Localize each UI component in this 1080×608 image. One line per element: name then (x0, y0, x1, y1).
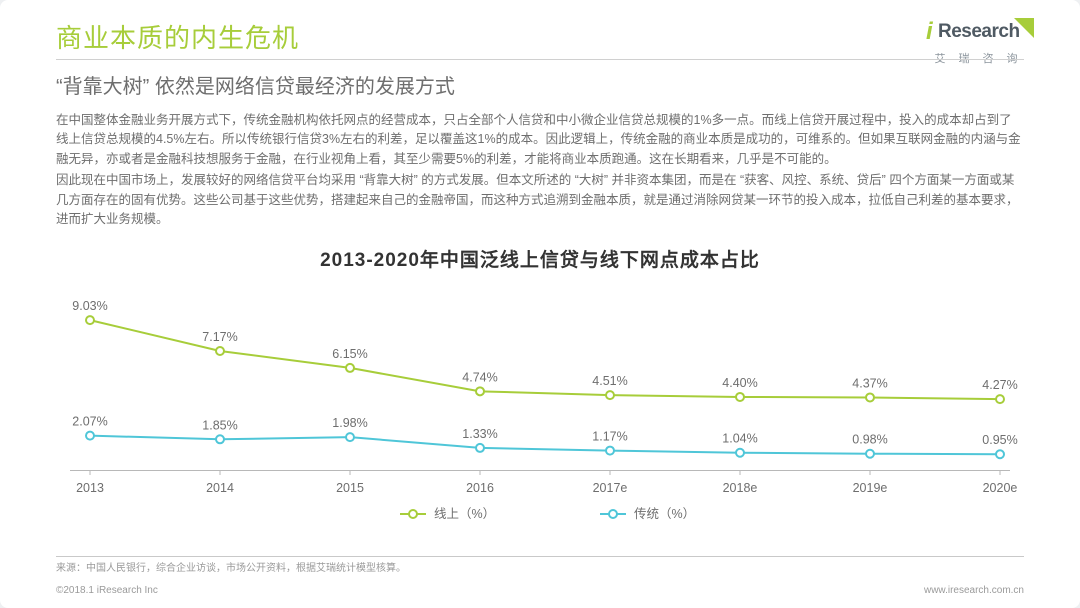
svg-text:4.37%: 4.37% (852, 377, 887, 391)
slide: i Research 艾瑞咨询 商业本质的内生危机 “背靠大树” 依然是网络信贷… (0, 0, 1080, 608)
chart: 2013 2014 2015 2016 2017e 2018e 2019e 2020e 9.03… (55, 282, 1025, 522)
svg-text:0.95%: 0.95% (982, 433, 1017, 447)
svg-text:9.03%: 9.03% (72, 299, 107, 313)
svg-text:2.07%: 2.07% (72, 415, 107, 429)
paragraph-1: 在中国整体金融业务开展方式下，传统金融机构依托网点的经营成本，只占全部个人信贷和… (56, 111, 1024, 169)
title-divider (56, 59, 1024, 60)
svg-text:6.15%: 6.15% (332, 347, 367, 361)
svg-text:传统（%）: 传统（%） (634, 506, 695, 521)
subtitle: “背靠大树” 依然是网络信贷最经济的发展方式 (56, 70, 1024, 99)
paragraph-2: 因此现在中国市场上，发展较好的网络信贷平台均采用 “背靠大树” 的方式发展。但本… (56, 171, 1024, 229)
svg-text:1.17%: 1.17% (592, 430, 627, 444)
svg-text:4.51%: 4.51% (592, 374, 627, 388)
footer-url: www.iresearch.com.cn (924, 585, 1024, 596)
svg-text:2019e: 2019e (853, 481, 888, 495)
svg-text:4.74%: 4.74% (462, 371, 497, 385)
footer-copyright: ©2018.1 iResearch Inc (56, 585, 158, 596)
chart-title: 2013-2020年中国泛线上信贷与线下网点成本占比 (0, 245, 1080, 272)
svg-text:7.17%: 7.17% (202, 330, 237, 344)
svg-text:2017e: 2017e (593, 481, 628, 495)
source-text: 来源：中国人民银行，综合企业访谈，市场公开资料，根据艾瑞统计模型核算。 (56, 559, 1024, 574)
chart-svg: 2013 2014 2015 2016 2017e 2018e 2019e 2020e 9.03… (55, 282, 1025, 522)
svg-text:1.33%: 1.33% (462, 427, 497, 441)
svg-text:2020e: 2020e (983, 481, 1018, 495)
svg-text:2014: 2014 (206, 481, 234, 495)
svg-text:2016: 2016 (466, 481, 494, 495)
svg-text:4.27%: 4.27% (982, 378, 1017, 392)
body-text: 在中国整体金融业务开展方式下，传统金融机构依托网点的经营成本，只占全部个人信贷和… (0, 99, 1080, 229)
svg-text:1.04%: 1.04% (722, 432, 757, 446)
svg-text:线上（%）: 线上（%） (434, 507, 495, 521)
svg-text:2018e: 2018e (723, 481, 758, 495)
svg-text:0.98%: 0.98% (852, 433, 887, 447)
header: 商业本质的内生危机 “背靠大树” 依然是网络信贷最经济的发展方式 (0, 0, 1080, 99)
svg-text:1.85%: 1.85% (202, 419, 237, 433)
source-divider (56, 556, 1024, 557)
svg-text:1.98%: 1.98% (332, 416, 367, 430)
svg-text:2015: 2015 (336, 481, 364, 495)
svg-text:2013: 2013 (76, 481, 104, 495)
page-title: 商业本质的内生危机 (56, 18, 1024, 55)
source: 来源：中国人民银行，综合企业访谈，市场公开资料，根据艾瑞统计模型核算。 (56, 556, 1024, 574)
svg-text:4.40%: 4.40% (722, 376, 757, 390)
